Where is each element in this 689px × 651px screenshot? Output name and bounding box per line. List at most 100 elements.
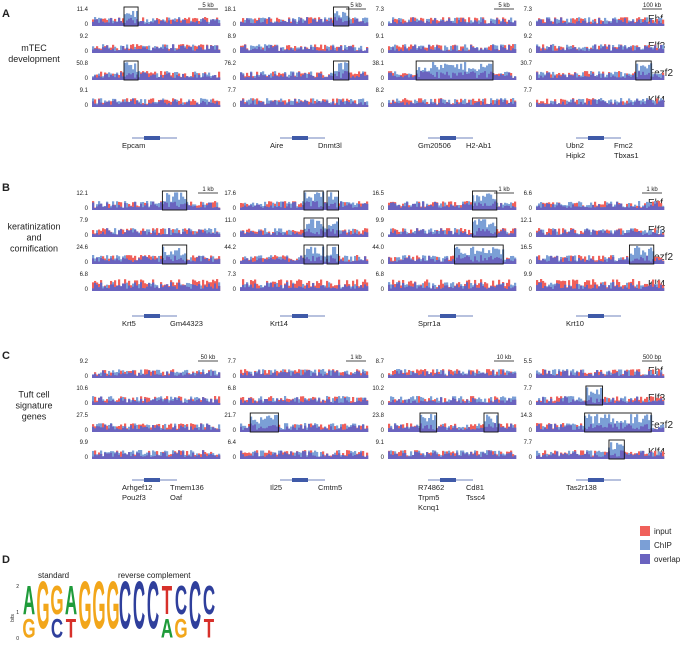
input-bar [358,231,361,237]
overlap-bar [278,206,281,210]
overlap-bar [542,77,545,80]
overlap-bar [346,20,349,26]
overlap-bar [270,101,273,107]
track-ymin: 0 [85,22,89,28]
chip-bar [582,72,585,80]
overlap-bar [302,205,305,210]
overlap-bar [416,49,419,53]
overlap-bar [596,76,599,80]
overlap-bar [252,23,255,26]
overlap-bar [620,77,623,80]
overlap-bar [422,201,425,210]
overlap-bar [482,18,485,26]
overlap-bar [146,257,149,264]
overlap-bar [100,233,103,237]
scale-label: 5 kb [350,3,362,9]
input-bar [298,231,301,237]
overlap-bar [160,47,163,53]
overlap-bar [352,23,355,26]
chip-bar [282,231,285,237]
gene-exon [144,314,160,318]
overlap-bar [610,22,613,26]
track-ymin: 0 [529,22,533,28]
overlap-bar [244,22,247,26]
overlap-bar [310,261,313,264]
overlap-bar [338,206,341,210]
overlap-bar [272,207,275,210]
track-ymin: 0 [381,76,385,82]
input-bar [96,74,99,80]
chip-bar [470,20,473,26]
overlap-bar [154,287,157,291]
overlap-bar [248,50,251,53]
chip-bar [366,101,369,107]
overlap-bar [204,231,207,237]
chip-bar [216,202,219,210]
input-bar [318,47,321,53]
overlap-bar [420,102,423,107]
track-ymax: 44.2 [224,245,236,251]
overlap-bar [264,104,267,107]
chip-bar [458,205,461,210]
overlap-bar [200,21,203,26]
chip-bar [482,195,485,210]
overlap-bar [404,230,407,237]
overlap-bar [486,23,489,26]
gene-exon [588,136,604,140]
overlap-bar [290,75,293,80]
scale-label: 1 kb [498,187,510,193]
overlap-bar [348,46,351,53]
input-bar [202,44,205,53]
overlap-bar [140,73,143,80]
overlap-bar [152,47,155,53]
overlap-bar [170,48,173,53]
overlap-bar [156,103,159,107]
chip-bar [632,101,635,107]
overlap-bar [358,76,361,80]
overlap-bar [562,74,565,80]
overlap-bar [468,22,471,26]
overlap-bar [308,201,311,210]
overlap-bar [454,206,457,210]
overlap-bar [166,22,169,26]
overlap-bar [594,44,597,53]
chip-bar [514,44,517,53]
chip-bar [310,219,313,237]
overlap-bar [434,233,437,237]
overlap-bar [108,207,111,210]
input-bar [554,45,557,53]
overlap-bar [364,284,367,291]
input-bar [326,280,329,291]
gene-exon [440,136,456,140]
overlap-bar [336,50,339,53]
overlap-bar [472,22,475,26]
overlap-bar [464,71,467,80]
overlap-bar [290,207,293,210]
overlap-bar [464,204,467,210]
overlap-bar [458,50,461,53]
overlap-bar [412,17,415,26]
overlap-bar [654,45,657,53]
overlap-bar [548,18,551,26]
chip-bar [312,219,315,237]
overlap-bar [124,49,127,53]
overlap-bar [300,47,303,53]
chip-bar [162,44,165,53]
overlap-bar [542,23,545,26]
chip-bar [432,62,435,80]
overlap-bar [344,230,347,237]
overlap-bar [574,47,577,53]
overlap-bar [448,50,451,53]
overlap-bar [396,48,399,53]
overlap-bar [452,22,455,26]
overlap-bar [168,256,171,264]
overlap-bar [124,76,127,80]
overlap-bar [250,50,253,53]
overlap-bar [128,102,131,107]
overlap-bar [126,258,129,264]
overlap-bar [176,75,179,80]
overlap-bar [644,46,647,53]
overlap-bar [312,201,315,210]
overlap-bar [606,23,609,26]
overlap-bar [284,50,287,53]
